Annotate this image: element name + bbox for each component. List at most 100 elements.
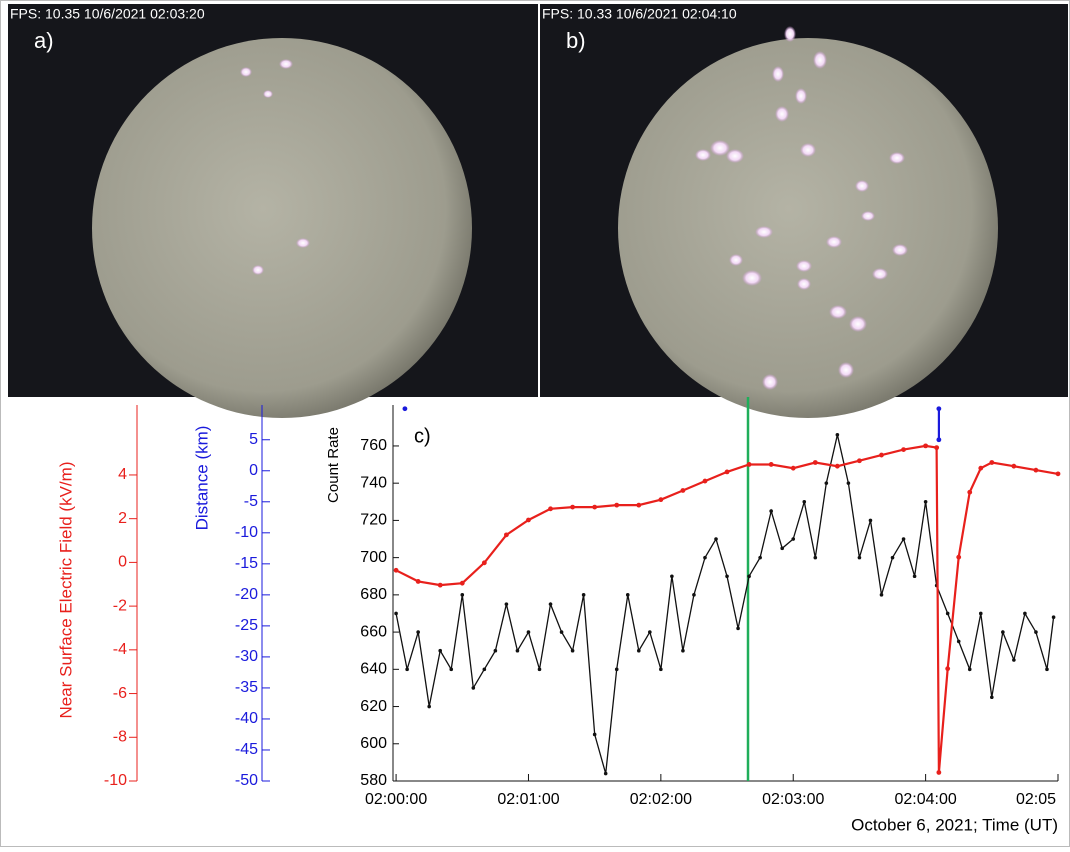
data-point xyxy=(559,630,564,634)
data-point xyxy=(1023,611,1027,616)
data-point xyxy=(879,452,884,458)
data-point xyxy=(912,574,917,579)
data-point xyxy=(978,465,984,471)
y3-tick-label: -10 xyxy=(235,524,258,541)
data-point xyxy=(857,458,862,464)
y-tick-label: 660 xyxy=(360,623,387,640)
data-point xyxy=(923,443,929,449)
data-point xyxy=(636,648,641,653)
x-tick-label: 02:05 xyxy=(1016,791,1056,808)
data-point xyxy=(746,462,752,467)
y-tick-label: 740 xyxy=(360,474,387,491)
x-tick-label: 02:00:00 xyxy=(365,791,427,808)
timestamp: FPS: 10.33 10/6/2021 02:04:10 xyxy=(542,6,737,22)
data-point xyxy=(648,630,652,634)
data-point xyxy=(437,582,443,588)
data-point xyxy=(879,593,884,597)
y3-tick-label: -30 xyxy=(235,648,258,665)
data-point xyxy=(901,447,906,452)
data-point xyxy=(790,465,796,471)
data-point xyxy=(493,648,498,653)
panel-label: b) xyxy=(566,28,586,53)
y3-tick-label: -35 xyxy=(235,679,258,696)
data-point xyxy=(537,667,542,672)
y-tick-label: 620 xyxy=(360,698,387,715)
y-tick-label: 760 xyxy=(360,437,387,454)
y-tick-label: 720 xyxy=(360,512,387,529)
data-point xyxy=(504,602,509,606)
camera-panel-b: FPS: 10.33 10/6/2021 02:04:10 b) xyxy=(540,4,1068,418)
data-point xyxy=(592,504,598,510)
data-point xyxy=(659,667,663,672)
data-point xyxy=(427,704,431,709)
data-point xyxy=(570,504,575,510)
y2-tick-label: -4 xyxy=(113,641,127,658)
data-point xyxy=(901,537,906,541)
data-point xyxy=(614,502,620,508)
data-point xyxy=(482,667,487,672)
data-point xyxy=(394,611,398,616)
data-point xyxy=(548,602,553,606)
y-tick-label: 640 xyxy=(360,661,387,678)
data-point xyxy=(724,469,730,475)
data-point xyxy=(703,555,707,560)
data-point xyxy=(592,732,597,737)
data-point xyxy=(813,555,818,560)
data-point xyxy=(936,437,942,443)
data-point xyxy=(526,517,531,523)
data-point xyxy=(658,497,664,503)
data-point xyxy=(438,648,443,653)
data-point xyxy=(967,489,973,495)
y2-axis-title: Near Surface Electric Field (kV/m) xyxy=(56,462,75,719)
data-point xyxy=(978,611,983,616)
data-point xyxy=(1033,467,1039,473)
data-point xyxy=(857,555,862,560)
data-point xyxy=(936,406,942,412)
data-point xyxy=(449,667,454,672)
data-point xyxy=(526,630,531,634)
data-point xyxy=(670,574,674,579)
y3-tick-label: -15 xyxy=(235,555,258,572)
data-point xyxy=(834,463,840,469)
data-point xyxy=(1051,615,1056,619)
y-tick-label: 680 xyxy=(360,586,387,603)
data-point xyxy=(481,560,487,566)
y3-tick-label: 5 xyxy=(249,431,258,448)
data-point xyxy=(846,481,851,485)
data-point xyxy=(702,478,708,484)
data-point xyxy=(780,546,785,551)
y-tick-label: 580 xyxy=(360,772,387,789)
x-tick-label: 02:03:00 xyxy=(762,791,824,808)
data-point xyxy=(393,567,399,573)
data-point xyxy=(460,593,465,597)
data-point xyxy=(812,460,818,465)
data-point xyxy=(747,574,751,579)
data-point xyxy=(725,574,729,579)
data-point xyxy=(824,481,829,485)
data-point xyxy=(415,579,421,584)
data-point xyxy=(402,406,408,412)
x-tick-label: 02:02:00 xyxy=(630,791,692,808)
data-point xyxy=(570,648,575,653)
data-point xyxy=(802,499,807,504)
data-point xyxy=(934,445,940,451)
y2-tick-label: -2 xyxy=(113,597,127,614)
y3-tick-label: -5 xyxy=(244,493,258,510)
y3-tick-label: -25 xyxy=(235,617,258,634)
data-point xyxy=(791,537,796,541)
data-point xyxy=(1001,630,1005,634)
data-point xyxy=(625,593,630,597)
data-point xyxy=(769,509,773,513)
data-point xyxy=(768,462,774,467)
y3-tick-label: -40 xyxy=(235,710,258,727)
data-point xyxy=(603,771,608,776)
y2-tick-label: 4 xyxy=(118,466,127,483)
y-tick-label: 600 xyxy=(360,735,387,752)
data-point xyxy=(504,532,509,538)
data-point xyxy=(1034,630,1038,634)
data-point xyxy=(956,639,961,644)
data-point xyxy=(416,630,420,634)
data-point xyxy=(681,648,685,653)
data-point xyxy=(923,499,928,504)
